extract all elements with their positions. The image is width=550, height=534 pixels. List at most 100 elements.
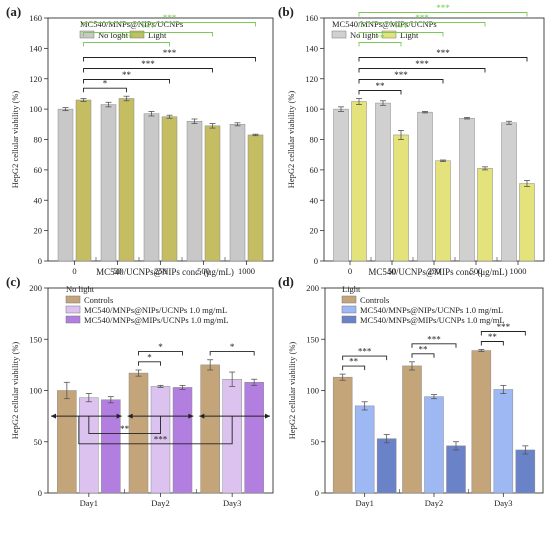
significance-bracket [342, 365, 366, 371]
legend-label: No light [350, 30, 379, 40]
legend-swatch [381, 30, 397, 39]
x-tick-label: Day2 [425, 498, 443, 508]
x-tick-label: 500 [470, 266, 483, 276]
y-tick-label: 200 [29, 283, 42, 293]
y-tick-label: 80 [310, 135, 319, 145]
legend-label: Light [148, 30, 167, 40]
significance-bracket-label: *** [141, 23, 155, 33]
significance-bracket-label: * [147, 352, 152, 362]
y-tick-label: 20 [310, 226, 319, 236]
significance-bracket-label: ** [120, 424, 130, 434]
y-tick-label: 160 [305, 13, 318, 23]
legend-label: MC540/MNPs@MIPs/UCNPs 1.0 mg/mL [360, 315, 505, 325]
bar [446, 445, 466, 494]
legend-label: Controls [84, 295, 113, 305]
significance-bracket [83, 57, 256, 62]
significance-bracket [83, 68, 213, 73]
y-tick-label: 40 [310, 195, 319, 205]
legend-swatch [341, 305, 357, 314]
significance-bracket-label: *** [358, 347, 372, 357]
significance-bracket-label: *** [163, 13, 177, 23]
bar [186, 121, 203, 262]
bar [101, 399, 121, 494]
y-tick-label: 60 [310, 165, 319, 175]
significance-bracket [358, 42, 402, 47]
legend-label: MC540/MNPs@MIPs/UCNPs 1.0 mg/mL [84, 315, 229, 325]
x-tick-label: 500 [197, 266, 210, 276]
significance-bracket [358, 79, 444, 84]
significance-bracket [83, 42, 170, 47]
y-tick-label: 0 [38, 256, 42, 266]
significance-bracket-label: ** [419, 344, 429, 354]
x-tick-label: 0 [348, 266, 352, 276]
significance-bracket [88, 416, 161, 434]
y-tick-label: 140 [29, 43, 42, 53]
significance-bracket-label: * [158, 342, 163, 352]
y-tick-label: 100 [29, 104, 42, 114]
y-axis-label: HepG2 cellular viability (%) [10, 91, 20, 189]
x-tick-label: 1000 [238, 266, 255, 276]
arrow-head [199, 413, 205, 419]
bar [244, 382, 264, 494]
y-tick-label: 60 [34, 165, 43, 175]
legend-label: No loght [98, 30, 129, 40]
significance-bracket [83, 22, 256, 27]
significance-bracket-label: *** [415, 59, 429, 69]
legend-title: MC540/MNPs@NIPs/UCNPs [80, 19, 183, 29]
x-axis-label: MC540/UCNPs@MIPs conc. (μg/mL) [368, 267, 507, 277]
bar [519, 183, 535, 262]
legend-label: Controls [360, 295, 389, 305]
significance-bracket [411, 353, 435, 358]
significance-bracket-label: *** [394, 23, 408, 33]
bar [376, 438, 397, 494]
bar [118, 98, 135, 262]
bar [100, 104, 117, 262]
significance-bracket-label: *** [427, 334, 441, 344]
y-tick-label: 120 [305, 74, 318, 84]
bar [332, 376, 353, 494]
significance-bracket-label: ** [488, 332, 498, 342]
significance-bracket [480, 331, 526, 336]
arrow-head [51, 413, 56, 419]
significance-bracket [83, 87, 127, 93]
significance-bracket-label: * [103, 79, 108, 89]
y-tick-label: 160 [29, 13, 42, 23]
y-tick-label: 40 [34, 195, 43, 205]
bar [172, 387, 193, 494]
bar [79, 397, 99, 494]
significance-bracket [411, 343, 457, 348]
bar [501, 122, 517, 262]
y-tick-label: 0 [314, 256, 318, 266]
significance-bracket [480, 341, 504, 346]
bar [351, 101, 367, 262]
significance-bracket-label: *** [394, 70, 408, 80]
significance-bracket [78, 416, 233, 445]
x-tick-label: Day3 [494, 498, 512, 508]
significance-bracket-label: *** [163, 48, 177, 58]
significance-bracket-label: ** [349, 357, 359, 367]
arrow-head [265, 413, 270, 419]
legend-swatch [65, 295, 81, 304]
legend-title: No light [66, 284, 95, 294]
bar [402, 365, 422, 494]
significance-bracket [83, 32, 213, 37]
y-tick-label: 150 [306, 334, 319, 344]
y-tick-label: 120 [29, 74, 42, 84]
y-tick-label: 20 [34, 226, 43, 236]
x-tick-label: Day3 [223, 498, 241, 508]
x-tick-label: 250 [154, 266, 167, 276]
significance-bracket [358, 57, 528, 62]
significance-bracket-label: *** [497, 322, 511, 332]
y-axis-label: HepG2 cellular viability (%) [286, 91, 296, 189]
significance-bracket [358, 32, 444, 37]
legend-swatch [65, 305, 81, 314]
legend-label: MC540/MNPs@NIPs/UCNPs 1.0 mg/mL [84, 305, 227, 315]
bar [75, 99, 92, 262]
panel-d: (d) 0 50 100 150 200 HepG2 cellular viability … [278, 274, 544, 508]
bar [477, 168, 493, 262]
x-tick-label: 50 [113, 266, 122, 276]
legend-swatch [65, 315, 81, 324]
